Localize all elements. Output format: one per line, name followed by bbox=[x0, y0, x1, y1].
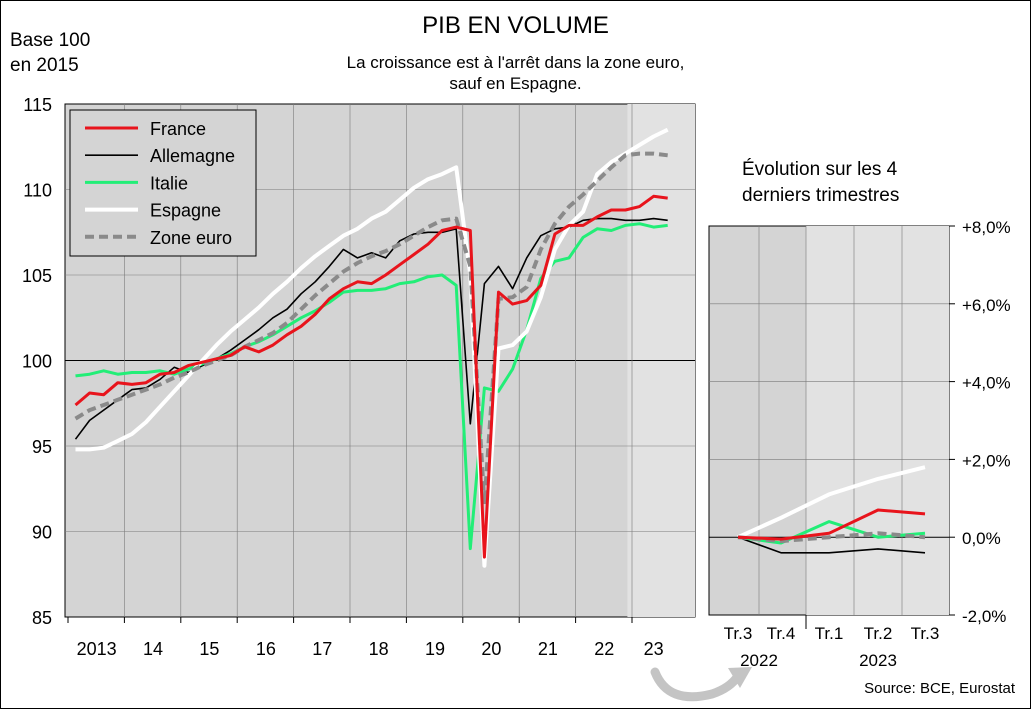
main-y-tick-label: 90 bbox=[32, 523, 52, 543]
source-note: Source: BCE, Eurostat bbox=[864, 680, 1015, 697]
legend-label-italie: Italie bbox=[150, 173, 188, 193]
main-y-tick-label: 85 bbox=[32, 608, 52, 628]
inset-y-tick-label: -2,0% bbox=[962, 607, 1006, 626]
main-y-tick-label: 95 bbox=[32, 437, 52, 457]
inset-y-tick-label: +8,0% bbox=[962, 218, 1011, 237]
curved-arrow-icon bbox=[650, 667, 743, 702]
main-x-tick-label: 23 bbox=[644, 639, 664, 659]
main-x-tick-label: 2013 bbox=[77, 639, 117, 659]
inset-y-tick-label: +6,0% bbox=[962, 296, 1011, 315]
inset-y-tick-label: 0,0% bbox=[962, 529, 1001, 548]
main-x-tick-label: 19 bbox=[425, 639, 445, 659]
inset-x-tick-label: Tr.4 bbox=[767, 624, 796, 643]
main-x-tick-label: 21 bbox=[538, 639, 558, 659]
main-x-tick-label: 16 bbox=[256, 639, 276, 659]
legend-label-espagne: Espagne bbox=[150, 201, 221, 221]
main-x-tick-label: 18 bbox=[369, 639, 389, 659]
chart-title: PIB EN VOLUME bbox=[422, 12, 609, 39]
subtitle-line-2: sauf en Espagne. bbox=[449, 74, 582, 93]
inset-series-espagne bbox=[737, 465, 926, 540]
inset-y-tick-label: +2,0% bbox=[962, 451, 1011, 470]
main-series-france bbox=[74, 194, 668, 559]
inset-x-tick-label: Tr.3 bbox=[724, 624, 753, 643]
inset-chart-title: Évolution sur les 4 derniers trimestres bbox=[742, 159, 900, 206]
legend-label-zone-euro: Zone euro bbox=[150, 228, 232, 248]
main-x-tick-label: 22 bbox=[594, 639, 614, 659]
main-x-tick-label: 14 bbox=[143, 639, 163, 659]
inset-x-tick-label: Tr.3 bbox=[911, 624, 940, 643]
main-x-tick-label: 15 bbox=[199, 639, 219, 659]
main-y-tick-label: 105 bbox=[22, 266, 52, 286]
inset-year-label: 2023 bbox=[859, 651, 897, 670]
inset-x-tick-label: Tr.2 bbox=[864, 624, 893, 643]
inset-shaded-region bbox=[806, 226, 949, 615]
subtitle-line-1: La croissance est à l'arrêt dans la zone… bbox=[346, 53, 685, 72]
main-y-tick-label: 110 bbox=[23, 181, 52, 201]
main-x-tick-label: 17 bbox=[312, 639, 332, 659]
main-y-axis-label: Base 100 en 2015 bbox=[10, 28, 90, 78]
inset-series-france bbox=[737, 508, 926, 541]
inset-y-tick-label: +4,0% bbox=[962, 374, 1011, 393]
y-axis-label-line-2: en 2015 bbox=[10, 55, 79, 76]
curved-arrow-head-icon bbox=[728, 667, 752, 688]
y-axis-label-line-1: Base 100 bbox=[10, 30, 91, 51]
main-series-zone-euro bbox=[74, 151, 668, 507]
chart-subtitle: La croissance est à l'arrêt dans la zone… bbox=[0, 52, 1031, 94]
inset-x-tick-label: Tr.1 bbox=[815, 624, 844, 643]
inset-year-label: 2022 bbox=[740, 651, 778, 670]
main-series-italie bbox=[75, 222, 668, 551]
main-y-tick-label: 115 bbox=[23, 95, 52, 115]
legend-label-allemagne: Allemagne bbox=[150, 146, 235, 166]
legend-label-france: France bbox=[150, 119, 206, 139]
main-y-tick-label: 100 bbox=[22, 352, 52, 372]
main-x-tick-label: 20 bbox=[481, 639, 501, 659]
inset-series-allemagne bbox=[737, 536, 926, 554]
